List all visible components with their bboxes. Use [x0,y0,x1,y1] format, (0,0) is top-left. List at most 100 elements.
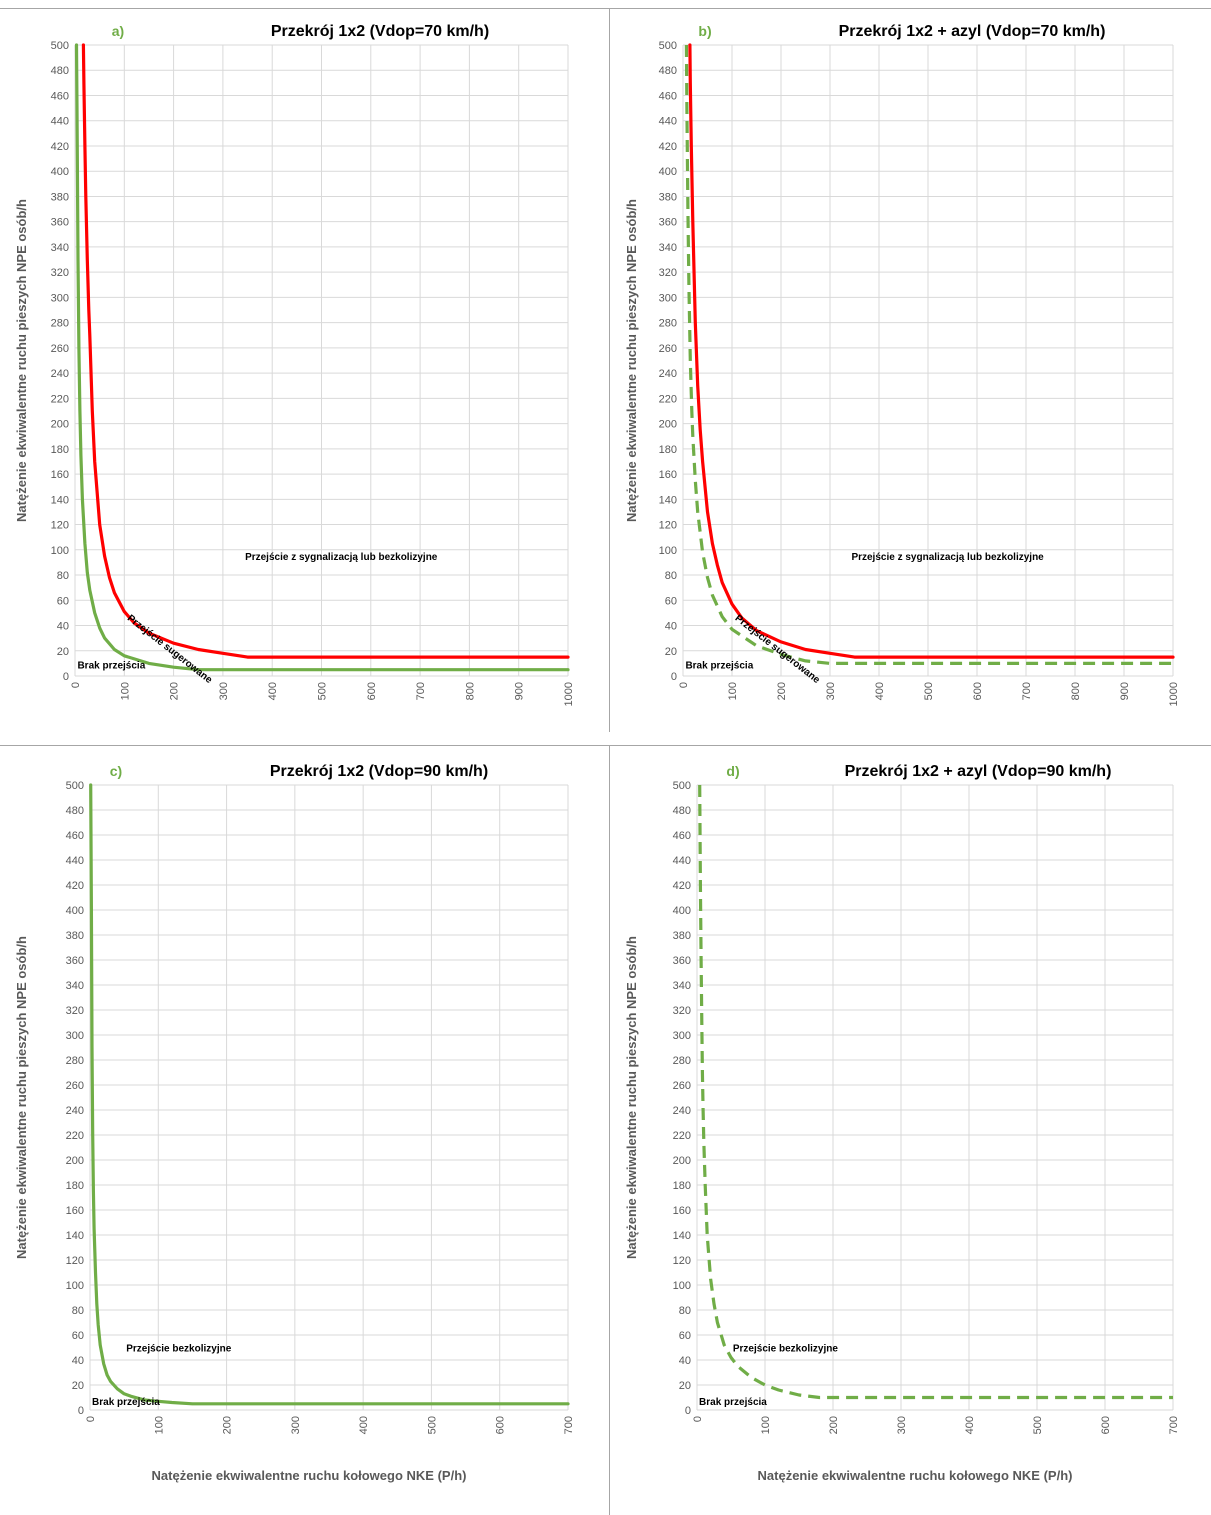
y-tick-label: 100 [66,1280,84,1292]
gridlines [74,44,569,677]
y-tick-label: 480 [51,65,69,77]
y-tick-label: 380 [659,191,677,203]
y-tick-label: 200 [659,419,677,431]
x-tick-label: 700 [563,1416,575,1434]
y-tick-label: 220 [659,393,677,405]
y-tick-label: 460 [659,90,677,102]
x-tick-label: 1000 [1168,682,1180,706]
y-tick-label: 60 [665,595,677,607]
y-tick-label: 180 [659,444,677,456]
y-tick-label: 440 [673,855,691,867]
y-tick-label: 440 [51,116,69,128]
y-tick-label: 420 [51,141,69,153]
y-tick-label: 80 [665,570,677,582]
x-tick-label: 600 [972,682,984,700]
y-tick-label: 100 [673,1280,691,1292]
y-tick-label: 260 [673,1080,691,1092]
x-tick-label: 0 [85,1416,97,1422]
y-tick-label: 280 [673,1055,691,1067]
y-tick-label: 380 [673,930,691,942]
y-tick-label: 440 [66,855,84,867]
x-tick-label: 200 [222,1416,234,1434]
x-tick-label: 0 [678,682,690,688]
y-tick-label: 20 [665,646,677,658]
chart-c-svg: 0 20 40 60 80 100 120 140 160 180 200 220 240 260 280 3… [14,763,575,1483]
y-tick-label: 240 [51,368,69,380]
series-line-1 [81,43,570,659]
y-tick-label: 80 [679,1305,691,1317]
x-tick-label: 200 [169,682,181,700]
y-tick-label: 140 [659,494,677,506]
y-tick-label: 240 [66,1105,84,1117]
y-tick-label: 260 [66,1080,84,1092]
series-line-1 [89,783,570,1406]
y-tick-label: 340 [66,980,84,992]
vertical-divider-top [609,8,610,732]
y-tick-label: 500 [51,40,69,52]
y-tick-label: 320 [659,267,677,279]
panel-label: a) [112,23,124,39]
series-line-1 [688,43,1175,659]
y-tick-label: 500 [66,780,84,792]
y-tick-label: 500 [659,40,677,52]
x-tick-label: 1000 [563,682,575,706]
y-tick-label: 420 [659,141,677,153]
x-axis-title: Natężenie ekwiwalentne ruchu kołowego NK… [758,1468,1073,1483]
y-tick-label: 400 [659,166,677,178]
y-tick-label: 280 [659,318,677,330]
y-tick-label: 400 [51,166,69,178]
y-tick-label: 340 [673,980,691,992]
y-tick-label: 40 [57,621,69,633]
y-tick-label: 220 [673,1130,691,1142]
y-tick-label: 380 [66,930,84,942]
top-border [0,8,1211,9]
y-tick-label: 100 [51,545,69,557]
y-tick-label: 360 [66,955,84,967]
annotation-label: Brak przejścia [699,1397,767,1408]
annotation-label: Przejście bezkolizyjne [733,1343,838,1354]
y-tick-label: 220 [66,1130,84,1142]
y-tick-label: 480 [673,805,691,817]
y-tick-label: 480 [66,805,84,817]
x-tick-label: 400 [358,1416,370,1434]
y-tick-label: 260 [51,343,69,355]
y-axis-title: Natężenie ekwiwalentne ruchu pieszych NP… [14,936,29,1259]
annotation-label: Przejście bezkolizyjne [126,1343,231,1354]
x-tick-label: 500 [426,1416,438,1434]
y-tick-label: 320 [673,1005,691,1017]
y-tick-label: 0 [685,1405,691,1417]
x-tick-label: 0 [70,682,82,688]
x-tick-label: 900 [1119,682,1131,700]
x-tick-label: 100 [727,682,739,700]
annotation-label: Przejście z sygnalizacją lub bezkolizyjn… [851,552,1044,563]
x-tick-label: 300 [825,682,837,700]
chart-title: Przekrój 1x2 + azyl (Vdop=90 km/h) [845,763,1112,780]
y-axis-title: Natężenie ekwiwalentne ruchu pieszych NP… [624,199,639,522]
y-tick-label: 300 [51,292,69,304]
x-tick-label: 600 [366,682,378,700]
y-tick-label: 480 [659,65,677,77]
x-tick-label: 500 [923,682,935,700]
x-tick-label: 300 [290,1416,302,1434]
x-tick-label: 300 [896,1416,908,1434]
y-tick-label: 20 [679,1380,691,1392]
y-tick-label: 60 [72,1330,84,1342]
x-tick-label: 500 [1032,1416,1044,1434]
vertical-divider-bottom [609,745,610,1515]
y-tick-label: 500 [673,780,691,792]
y-tick-label: 40 [665,621,677,633]
y-tick-label: 140 [673,1230,691,1242]
y-tick-label: 160 [51,469,69,481]
x-tick-label: 100 [153,1416,165,1434]
y-tick-label: 20 [72,1380,84,1392]
y-tick-label: 200 [673,1155,691,1167]
y-tick-label: 120 [66,1255,84,1267]
x-tick-label: 100 [119,682,131,700]
x-tick-label: 0 [692,1416,704,1422]
y-tick-label: 320 [66,1005,84,1017]
y-tick-label: 380 [51,191,69,203]
y-tick-label: 420 [673,880,691,892]
y-tick-label: 120 [673,1255,691,1267]
y-tick-label: 400 [66,905,84,917]
y-tick-label: 180 [51,444,69,456]
